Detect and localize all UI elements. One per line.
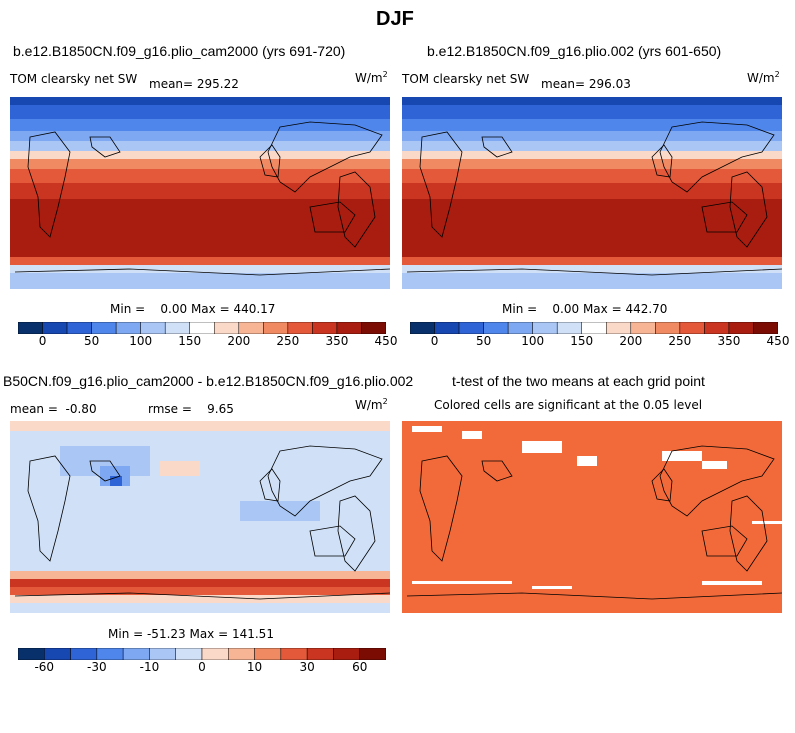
- colorbar-tick-label: 450: [374, 334, 398, 348]
- panel2-mean-label: mean= 296.03: [541, 77, 631, 91]
- colorbar-swatch: [18, 322, 43, 334]
- colorbar-swatch: [189, 322, 215, 334]
- panel3-units: W/m2: [355, 397, 388, 412]
- colorbar-swatch: [238, 322, 264, 334]
- panel2-colorbar: [410, 322, 778, 334]
- panel3-title: B50CN.f09_g16.plio_cam2000 - b.e12.B1850…: [3, 373, 414, 389]
- colorbar-tick-label: 100: [521, 334, 545, 348]
- panel2-variable-label: TOM clearsky net SW: [402, 72, 530, 86]
- panel1-mean-label: mean= 295.22: [149, 77, 239, 91]
- panel3-mean-label: mean = -0.80: [10, 402, 97, 416]
- colorbar-tick-label: 150: [178, 334, 202, 348]
- colorbar-swatch: [581, 322, 607, 334]
- colorbar-swatch: [306, 648, 334, 660]
- colorbar-swatch: [66, 322, 92, 334]
- colorbar-tick-label: -30: [87, 660, 107, 674]
- colorbar-swatch: [140, 322, 166, 334]
- colorbar-tick-label: 150: [570, 334, 594, 348]
- colorbar-tick-label: 0: [198, 660, 206, 674]
- colorbar-swatch: [434, 322, 460, 334]
- colorbar-swatch: [164, 322, 190, 334]
- colorbar-swatch: [44, 648, 71, 660]
- panel1-minmax: Min = 0.00 Max = 440.17: [110, 302, 276, 316]
- colorbar-tick-label: 250: [276, 334, 300, 348]
- colorbar-tick-label: 50: [475, 334, 492, 348]
- colorbar-swatch: [532, 322, 558, 334]
- colorbar-swatch: [606, 322, 632, 334]
- panel4-map: [402, 421, 782, 613]
- panel2-title: b.e12.B1850CN.f09_g16.plio.002 (yrs 601-…: [427, 43, 722, 59]
- colorbar-swatch: [149, 648, 176, 660]
- colorbar-swatch: [679, 322, 705, 334]
- colorbar-swatch: [359, 648, 386, 660]
- colorbar-swatch: [175, 648, 203, 660]
- colorbar-tick-label: 60: [352, 660, 368, 674]
- colorbar-tick-label: 0: [38, 334, 47, 348]
- colorbar-swatch: [201, 648, 229, 660]
- panel2-minmax: Min = 0.00 Max = 442.70: [502, 302, 668, 316]
- colorbar-tick-label: 200: [227, 334, 251, 348]
- panel1-variable-label: TOM clearsky net SW: [10, 72, 138, 86]
- colorbar-swatch: [483, 322, 509, 334]
- page-title: DJF: [376, 8, 414, 30]
- colorbar-swatch: [254, 648, 282, 660]
- colorbar-tick-label: 350: [717, 334, 741, 348]
- colorbar-swatch: [42, 322, 68, 334]
- colorbar-tick-label: 200: [619, 334, 643, 348]
- colorbar-swatch: [336, 322, 362, 334]
- colorbar-swatch: [556, 322, 582, 334]
- colorbar-swatch: [333, 648, 360, 660]
- colorbar-swatch: [458, 322, 484, 334]
- colorbar-tick-label: 350: [325, 334, 349, 348]
- colorbar-tick-label: -10: [139, 660, 160, 674]
- colorbar-tick-label: 10: [246, 660, 263, 674]
- panel1-colorbar: [18, 322, 386, 334]
- colorbar-swatch: [228, 648, 255, 660]
- colorbar-swatch: [630, 322, 656, 334]
- colorbar-swatch: [410, 322, 435, 334]
- colorbar-tick-label: 100: [129, 334, 153, 348]
- panel3-map: [10, 421, 390, 613]
- colorbar-swatch: [753, 322, 778, 334]
- colorbar-swatch: [91, 322, 117, 334]
- colorbar-swatch: [728, 322, 754, 334]
- colorbar-tick-label: 250: [668, 334, 692, 348]
- colorbar-swatch: [704, 322, 730, 334]
- panel2-units: W/m2: [747, 70, 780, 85]
- colorbar-swatch: [361, 322, 386, 334]
- colorbar-tick-label: 30: [299, 660, 315, 674]
- colorbar-swatch: [122, 648, 150, 660]
- panel3-colorbar: [18, 648, 386, 660]
- panel1-title: b.e12.B1850CN.f09_g16.plio_cam2000 (yrs …: [13, 43, 346, 59]
- colorbar-swatch: [507, 322, 533, 334]
- panel2-map: [402, 97, 782, 289]
- colorbar-tick-label: 450: [766, 334, 790, 348]
- panel3-rmse-label: rmse = 9.65: [148, 402, 234, 416]
- panel4-title: t-test of the two means at each grid poi…: [452, 373, 705, 389]
- colorbar-tick-label: 50: [83, 334, 100, 348]
- colorbar-swatch: [96, 648, 124, 660]
- panel1-units: W/m2: [355, 70, 388, 85]
- colorbar-swatch: [70, 648, 98, 660]
- colorbar-swatch: [214, 322, 240, 334]
- panel3-minmax: Min = -51.23 Max = 141.51: [108, 627, 274, 641]
- colorbar-tick-label: 0: [430, 334, 439, 348]
- colorbar-swatch: [655, 322, 681, 334]
- panel4-subtitle: Colored cells are significant at the 0.0…: [434, 398, 703, 412]
- colorbar-swatch: [280, 648, 308, 660]
- colorbar-swatch: [263, 322, 289, 334]
- colorbar-swatch: [312, 322, 338, 334]
- colorbar-tick-label: -60: [34, 660, 55, 674]
- colorbar-swatch: [18, 648, 45, 660]
- colorbar-swatch: [287, 322, 313, 334]
- colorbar-swatch: [115, 322, 141, 334]
- panel1-map: [10, 97, 390, 289]
